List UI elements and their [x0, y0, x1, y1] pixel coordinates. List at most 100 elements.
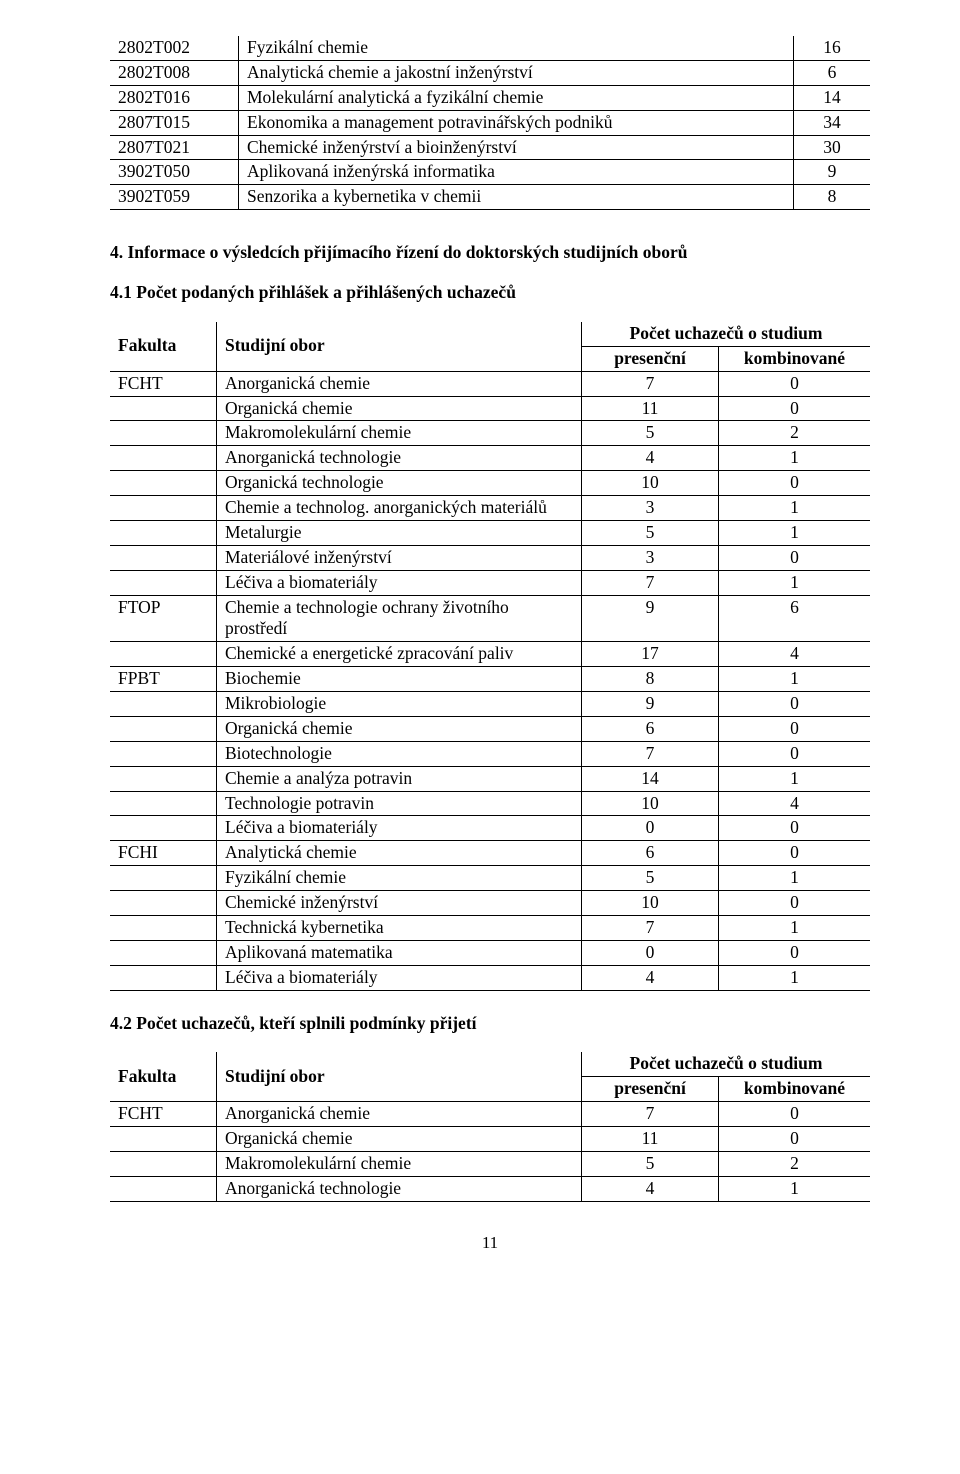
- obor-cell: Chemické inženýrství: [217, 891, 582, 916]
- presencni-cell: 3: [582, 496, 719, 521]
- table-row: Organická technologie100: [110, 471, 870, 496]
- intro-label-cell: Aplikovaná inženýrská informatika: [239, 160, 794, 185]
- table-row: Fyzikální chemie51: [110, 866, 870, 891]
- presencni-cell: 14: [582, 766, 719, 791]
- presencni-cell: 4: [582, 965, 719, 990]
- intro-num-cell: 9: [794, 160, 871, 185]
- presencni-cell: 7: [582, 371, 719, 396]
- kombinovane-cell: 0: [719, 545, 871, 570]
- table-row: FPBTBiochemie81: [110, 667, 870, 692]
- intro-num-cell: 6: [794, 60, 871, 85]
- table-row: Makromolekulární chemie52: [110, 421, 870, 446]
- obor-cell: Metalurgie: [217, 520, 582, 545]
- table-row: FTOPChemie a technologie ochrany životní…: [110, 595, 870, 642]
- intro-num-cell: 34: [794, 110, 871, 135]
- faculty-cell: [110, 1176, 217, 1201]
- presencni-cell: 9: [582, 692, 719, 717]
- faculty-cell: [110, 940, 217, 965]
- col-header-fakulta: Fakulta: [118, 1066, 176, 1086]
- table-row: Anorganická technologie41: [110, 1176, 870, 1201]
- intro-table-row: 2802T008Analytická chemie a jakostní inž…: [110, 60, 870, 85]
- table-row: Makromolekulární chemie52: [110, 1151, 870, 1176]
- kombinovane-cell: 0: [719, 396, 871, 421]
- faculty-cell: [110, 816, 217, 841]
- presencni-cell: 5: [582, 1151, 719, 1176]
- obor-cell: Léčiva a biomateriály: [217, 965, 582, 990]
- intro-code-cell: 2802T002: [110, 36, 239, 60]
- presencni-cell: 7: [582, 570, 719, 595]
- heading-4: 4. Informace o výsledcích přijímacího ří…: [110, 242, 870, 264]
- kombinovane-cell: 1: [719, 766, 871, 791]
- table-row: Materiálové inženýrství30: [110, 545, 870, 570]
- col-header-presencni: presenční: [614, 348, 686, 368]
- intro-label-cell: Molekulární analytická a fyzikální chemi…: [239, 85, 794, 110]
- col-header-obor: Studijní obor: [225, 335, 325, 355]
- obor-cell: Organická chemie: [217, 1127, 582, 1152]
- kombinovane-cell: 1: [719, 915, 871, 940]
- intro-label-cell: Analytická chemie a jakostní inženýrství: [239, 60, 794, 85]
- col-header-obor: Studijní obor: [225, 1066, 325, 1086]
- faculty-cell: [110, 791, 217, 816]
- heading-4-2: 4.2 Počet uchazečů, kteří splnili podmín…: [110, 1013, 870, 1035]
- table-row: Technická kybernetika71: [110, 915, 870, 940]
- faculty-cell: [110, 642, 217, 667]
- presencni-cell: 0: [582, 816, 719, 841]
- presencni-cell: 11: [582, 1127, 719, 1152]
- faculty-cell: [110, 520, 217, 545]
- presencni-cell: 6: [582, 841, 719, 866]
- faculty-cell: [110, 471, 217, 496]
- faculty-cell: [110, 915, 217, 940]
- table-row: FCHIAnalytická chemie60: [110, 841, 870, 866]
- kombinovane-cell: 2: [719, 1151, 871, 1176]
- obor-cell: Analytická chemie: [217, 841, 582, 866]
- col-header-kombinovane: kombinované: [744, 1078, 845, 1098]
- kombinovane-cell: 0: [719, 741, 871, 766]
- obor-cell: Léčiva a biomateriály: [217, 816, 582, 841]
- kombinovane-cell: 0: [719, 1127, 871, 1152]
- intro-table-row: 2802T002Fyzikální chemie16: [110, 36, 870, 60]
- kombinovane-cell: 1: [719, 866, 871, 891]
- presencni-cell: 9: [582, 595, 719, 642]
- obor-cell: Organická chemie: [217, 396, 582, 421]
- obor-cell: Anorganická technologie: [217, 446, 582, 471]
- table-row: Organická chemie110: [110, 1127, 870, 1152]
- obor-cell: Mikrobiologie: [217, 692, 582, 717]
- presencni-cell: 17: [582, 642, 719, 667]
- obor-cell: Makromolekulární chemie: [217, 421, 582, 446]
- obor-cell: Chemie a technolog. anorganických materi…: [217, 496, 582, 521]
- obor-cell: Organická technologie: [217, 471, 582, 496]
- table-row: Léčiva a biomateriály00: [110, 816, 870, 841]
- presencni-cell: 10: [582, 791, 719, 816]
- table-row: Chemie a analýza potravin141: [110, 766, 870, 791]
- faculty-cell: FPBT: [110, 667, 217, 692]
- obor-cell: Fyzikální chemie: [217, 866, 582, 891]
- table-row: Organická chemie110: [110, 396, 870, 421]
- col-header-fakulta: Fakulta: [118, 335, 176, 355]
- table-4-2: Fakulta Studijní obor Počet uchazečů o s…: [110, 1052, 870, 1201]
- table-row: Biotechnologie70: [110, 741, 870, 766]
- kombinovane-cell: 0: [719, 471, 871, 496]
- obor-cell: Anorganická chemie: [217, 371, 582, 396]
- table-row: Anorganická technologie41: [110, 446, 870, 471]
- obor-cell: Materiálové inženýrství: [217, 545, 582, 570]
- table-row: Léčiva a biomateriály71: [110, 570, 870, 595]
- kombinovane-cell: 4: [719, 642, 871, 667]
- obor-cell: Aplikovaná matematika: [217, 940, 582, 965]
- table-row: Organická chemie60: [110, 716, 870, 741]
- table-row: Mikrobiologie90: [110, 692, 870, 717]
- kombinovane-cell: 0: [719, 716, 871, 741]
- presencni-cell: 7: [582, 915, 719, 940]
- kombinovane-cell: 0: [719, 841, 871, 866]
- intro-code-cell: 2807T015: [110, 110, 239, 135]
- faculty-cell: [110, 545, 217, 570]
- col-header-presencni: presenční: [614, 1078, 686, 1098]
- intro-table: 2802T002Fyzikální chemie162802T008Analyt…: [110, 36, 870, 210]
- obor-cell: Léčiva a biomateriály: [217, 570, 582, 595]
- intro-table-row: 2807T015Ekonomika a management potraviná…: [110, 110, 870, 135]
- obor-cell: Technická kybernetika: [217, 915, 582, 940]
- table-row: FCHTAnorganická chemie70: [110, 1102, 870, 1127]
- presencni-cell: 8: [582, 667, 719, 692]
- table-row: Technologie potravin104: [110, 791, 870, 816]
- obor-cell: Biochemie: [217, 667, 582, 692]
- table-row: Chemické a energetické zpracování paliv1…: [110, 642, 870, 667]
